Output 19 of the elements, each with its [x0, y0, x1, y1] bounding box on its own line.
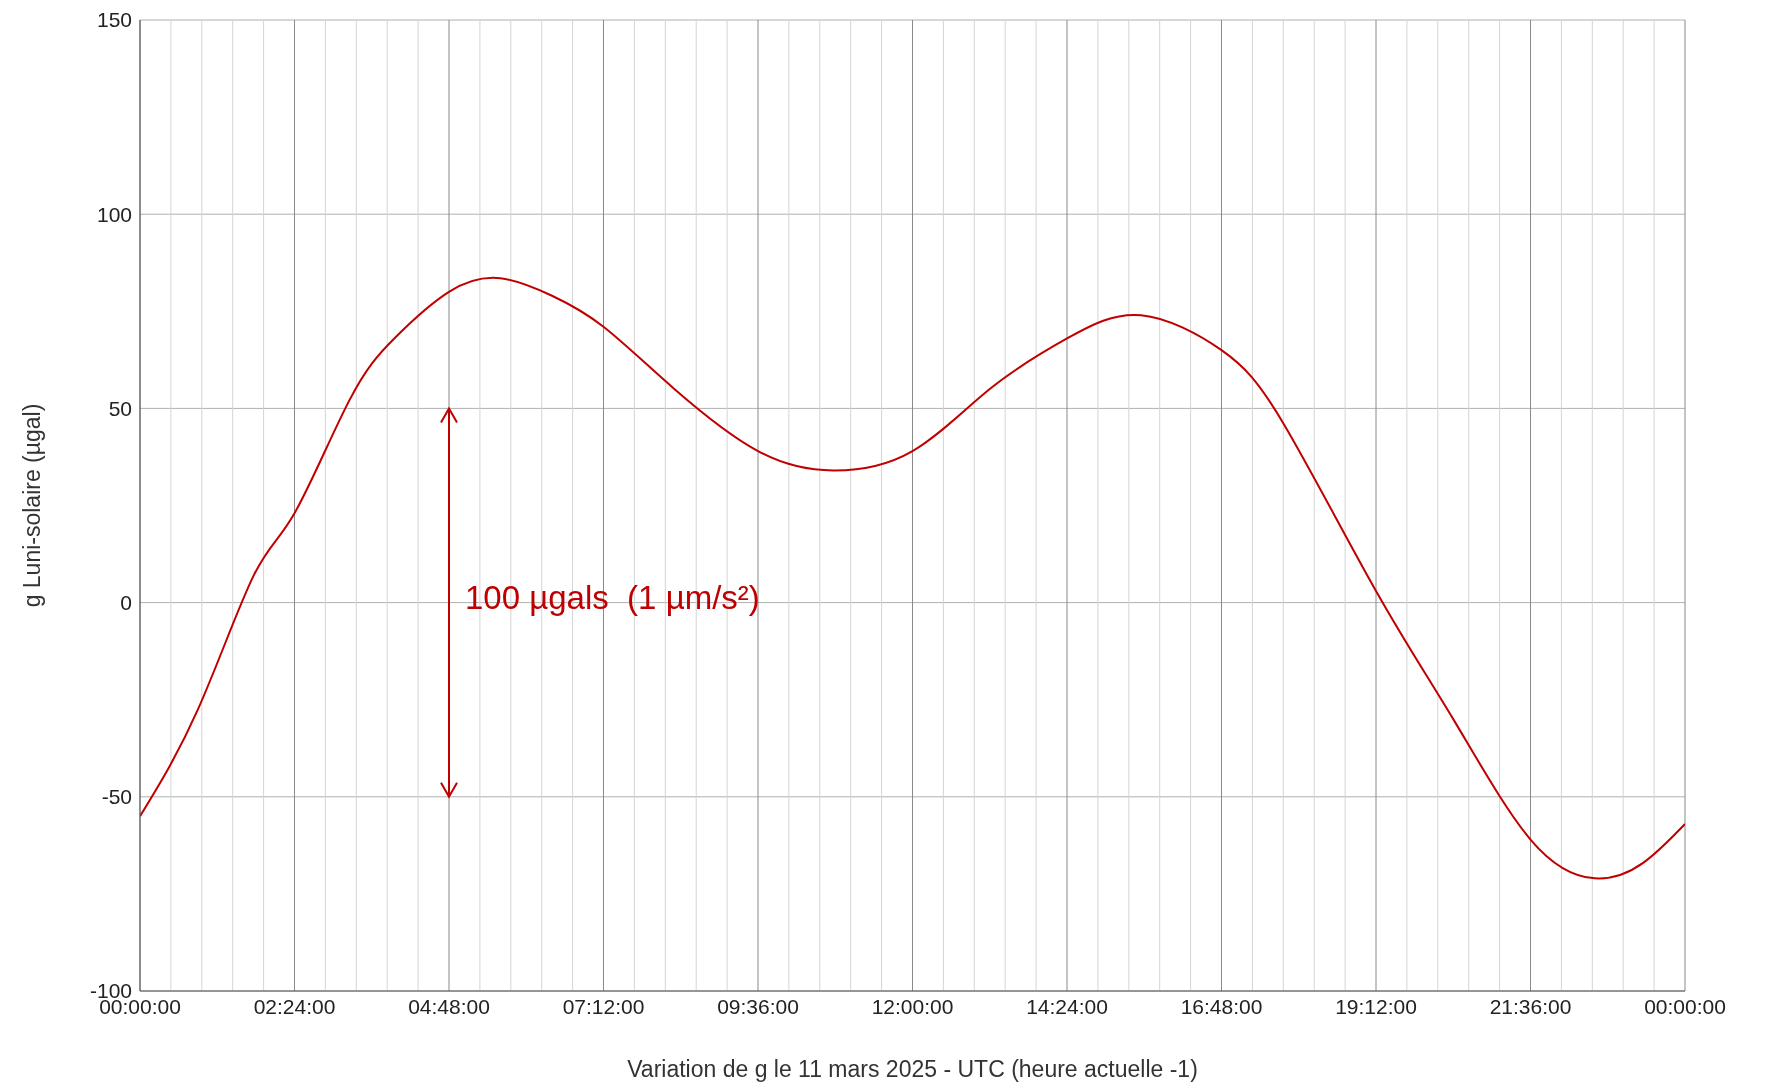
x-tick-label: 12:00:00	[871, 994, 954, 1018]
x-tick-label: 16:48:00	[1180, 994, 1263, 1018]
x-tick-label: 04:48:00	[408, 994, 490, 1018]
y-tick-label: 100	[96, 202, 132, 226]
y-tick-label: 150	[96, 8, 132, 32]
annotation: 100 µgals (1 µm/s²)	[465, 579, 760, 617]
x-axis-title: Variation de g le 11 mars 2025 - UTC (heure actuelle -1)	[627, 1056, 1198, 1082]
y-tick-label: 50	[108, 396, 132, 420]
x-tick-label: 02:24:00	[253, 994, 336, 1018]
x-tick-label: 14:24:00	[1026, 994, 1108, 1018]
y-tick-label: 0	[120, 591, 132, 615]
y-tick-label: -50	[101, 785, 132, 809]
line-series	[140, 277, 1685, 880]
x-tick-label: 00:00:00	[1644, 994, 1726, 1018]
x-tick-label: 07:12:00	[562, 994, 645, 1018]
y-axis-title: g Luni-solaire (µgal)	[19, 403, 46, 608]
x-tick-label: 21:36:00	[1489, 994, 1572, 1018]
x-tick-label: 09:36:00	[717, 994, 799, 1018]
x-tick-label: 19:12:00	[1335, 994, 1417, 1018]
